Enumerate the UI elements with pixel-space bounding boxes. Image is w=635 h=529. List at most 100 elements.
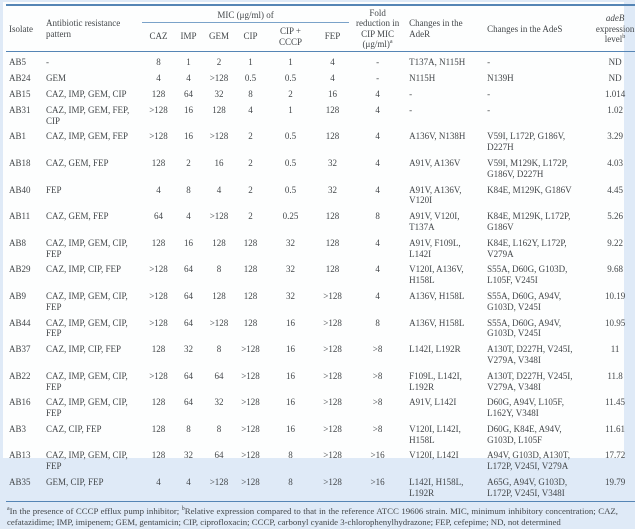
mic-fep-cell: 128: [325, 104, 340, 115]
ader-changes-cell: -: [409, 104, 413, 115]
adeb-expression-cell: 9.68: [607, 264, 623, 275]
pattern-cell: CAZ, GEM, FEP: [46, 211, 109, 222]
ades-changes-cell: D60G, A94V, L105F, L162Y, V348I: [487, 397, 564, 419]
mic-fep-cell: >128: [323, 370, 342, 381]
pattern-cell: CAZ, IMP, GEM, CIP, FEP: [46, 370, 128, 392]
table-row: AB15 CAZ, IMP, GEM, CIP 128 64 32 8 2 16 4 - - 1.01…: [6, 86, 635, 102]
isolate-cell: AB13: [9, 450, 31, 461]
fold-reduction-cell: 4: [375, 88, 380, 99]
col-header-fep: FEP: [316, 22, 350, 53]
mic-gem-cell: 128: [212, 104, 226, 115]
col-header-imp: IMP: [175, 22, 202, 53]
fold-reduction-cell: >16: [370, 450, 385, 461]
pattern-cell: GEM: [46, 73, 66, 84]
isolate-cell: AB11: [9, 211, 31, 222]
table-row: AB18 CAZ, GEM, FEP 128 2 16 2 0.5 32 4 A91V, A136…: [6, 155, 635, 182]
ader-changes-cell: T137A, N115H: [409, 57, 466, 68]
mic-cip-cccp-cell: 1: [288, 104, 293, 115]
ades-changes-cell: D60G, K84E, A94V, G103D, L105F: [487, 423, 562, 445]
fold-reduction-cell: 4: [375, 184, 380, 195]
table-row: AB11 CAZ, GEM, FEP 64 4 >128 2 0.25 128 8 A91V, V…: [6, 208, 635, 235]
table-row: AB31 CAZ, IMP, GEM, FEP, CIP >128 16 128 4 1 12…: [6, 102, 635, 129]
adeb-expression-cell: 1.02: [607, 104, 623, 115]
table-row: AB29 CAZ, IMP, CIP, FEP >128 64 8 128 32 128 4 V1…: [6, 261, 635, 288]
table-row: AB24 GEM 4 4 >128 0.5 0.5 4 - N115H N139H ND: [6, 70, 635, 86]
adeb-expression-cell: 19.79: [604, 477, 626, 488]
pattern-cell: CAZ, IMP, CIP, FEP: [46, 264, 122, 275]
mic-imp-cell: 64: [184, 88, 193, 99]
mic-imp-cell: 64: [184, 290, 193, 301]
adeb-header-superscript: b: [622, 33, 626, 40]
fold-reduction-cell: 4: [375, 264, 380, 275]
mic-cip-cccp-cell: 16: [286, 397, 295, 408]
mic-caz-cell: 8: [156, 57, 161, 68]
mic-caz-cell: >128: [149, 104, 168, 115]
mic-gem-cell: 128: [212, 237, 226, 248]
mic-caz-cell: >128: [149, 317, 168, 328]
pattern-cell: CAZ, IMP, GEM, FEP, CIP: [46, 104, 130, 126]
mic-gem-cell: >128: [209, 211, 229, 222]
mic-cip-cccp-cell: 16: [286, 317, 295, 328]
mic-caz-cell: 4: [156, 184, 161, 195]
ades-changes-cell: V59I, M129K, L172P, G186V, D227H: [487, 157, 568, 179]
mic-fep-cell: 128: [325, 264, 340, 275]
mic-cip-cccp-cell: 32: [286, 237, 295, 248]
pattern-cell: CAZ, IMP, GEM, CIP, FEP: [46, 450, 128, 472]
table-row: AB37 CAZ, IMP, CIP, FEP 128 32 8 >128 16 >128 >8…: [6, 341, 635, 368]
fold-reduction-cell: 4: [375, 237, 380, 248]
mic-cip-cccp-cell: 8: [288, 450, 293, 461]
adeb-expression-cell: 5.26: [607, 211, 623, 222]
ader-changes-cell: A136V, H158L: [409, 317, 465, 328]
adeb-expression-cell: 10.19: [604, 290, 626, 301]
header-row-groups: Isolate Antibiotic resistance pattern MI…: [6, 5, 635, 53]
pattern-cell: CAZ, GEM, FEP: [46, 157, 109, 168]
ader-changes-cell: -: [409, 88, 413, 99]
isolate-cell: AB44: [9, 317, 31, 328]
isolate-cell: AB9: [9, 290, 27, 301]
mic-cip-cell: 128: [243, 264, 258, 275]
col-header-fold-reduction: Fold reduction in CIP MIC (μg/ml)a: [349, 5, 407, 53]
col-header-gem: GEM: [202, 22, 236, 53]
mic-imp-cell: 16: [184, 131, 193, 142]
col-header-adeb: adeB expression levelb: [589, 5, 635, 53]
isolate-cell: AB16: [9, 397, 31, 408]
mic-fep-cell: 4: [330, 73, 335, 84]
adeb-header-gene: adeB: [605, 13, 625, 24]
mic-gem-cell: >128: [209, 477, 229, 488]
mic-gem-cell: 8: [216, 264, 222, 275]
ades-changes-cell: -: [487, 104, 491, 115]
mic-gem-cell: 32: [214, 397, 224, 408]
ader-changes-cell: L142I, H158L, L192R: [409, 477, 464, 498]
adeb-expression-cell: 4.45: [607, 184, 623, 195]
fold-reduction-cell: 8: [375, 317, 380, 328]
mic-imp-cell: 32: [184, 344, 193, 355]
mic-cip-cell: 2: [248, 131, 253, 142]
mic-gem-cell: 8: [216, 423, 222, 434]
mic-imp-cell: 1: [186, 57, 191, 68]
mic-fep-cell: 16: [328, 88, 338, 99]
isolate-cell: AB31: [9, 104, 31, 115]
mic-gem-cell: 4: [216, 184, 222, 195]
ader-changes-cell: A136V, H158L: [409, 290, 465, 301]
mic-fep-cell: >128: [323, 477, 342, 488]
ades-changes-cell: S55A, D60G, G103D, L105F, V245I: [487, 264, 568, 286]
fold-header-text: Fold reduction in CIP MIC (μg/ml): [355, 8, 400, 50]
fold-reduction-cell: >8: [372, 344, 383, 355]
mic-gem-cell: >128: [209, 131, 229, 142]
ades-changes-cell: K84E, L162Y, L172P, V279A: [487, 237, 567, 259]
mic-cip-cell: 0.5: [244, 73, 257, 84]
table-header: Isolate Antibiotic resistance pattern MI…: [6, 5, 635, 53]
adeb-expression-cell: 4.03: [607, 157, 623, 168]
mic-cip-cell: 1: [248, 57, 253, 68]
ader-changes-cell: A91V, F109L, L142I: [409, 237, 461, 259]
mic-cip-cccp-cell: 8: [288, 477, 293, 488]
pattern-cell: CAZ, CIP, FEP: [46, 423, 102, 434]
adeb-expression-cell: 3.29: [607, 131, 623, 142]
mic-imp-cell: 4: [186, 211, 191, 222]
ades-changes-cell: A65G, A94V, G103D, L172P, V245I, V348I: [487, 477, 568, 498]
resistance-table: Isolate Antibiotic resistance pattern MI…: [6, 4, 635, 502]
mic-fep-cell: 128: [325, 211, 340, 222]
mic-cip-cell: 2: [248, 157, 253, 168]
isolate-cell: AB5: [9, 57, 27, 68]
isolate-cell: AB37: [9, 344, 31, 355]
